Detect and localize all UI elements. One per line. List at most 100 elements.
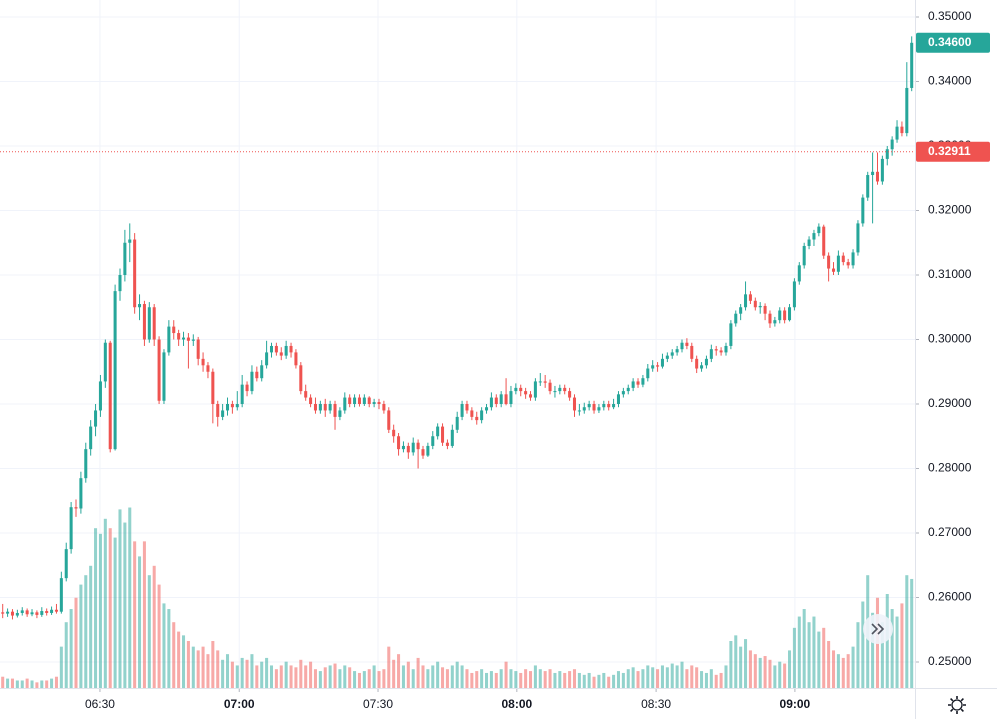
- candle-body: [680, 342, 684, 350]
- candle-body: [538, 381, 542, 383]
- candle-body: [489, 397, 493, 408]
- volume-bar: [480, 669, 484, 688]
- volume-bar: [445, 669, 449, 688]
- volume-bar: [553, 672, 557, 688]
- volume-bar: [822, 627, 826, 688]
- last-price-label: 0.34600: [928, 35, 972, 49]
- candle-body: [641, 378, 645, 385]
- candle-body: [294, 352, 298, 366]
- candle-body: [328, 404, 332, 411]
- candle-body: [40, 611, 44, 615]
- candle-body: [133, 239, 137, 308]
- candle-body: [729, 323, 733, 346]
- x-tick-label: 08:00: [501, 697, 532, 711]
- scroll-button[interactable]: [863, 614, 893, 644]
- candle-body: [318, 404, 322, 411]
- volume-bar: [343, 665, 347, 688]
- candle-body: [128, 239, 132, 243]
- volume-bar: [196, 650, 200, 688]
- settings-button[interactable]: [948, 696, 966, 714]
- candle-body: [426, 445, 430, 456]
- candle-body: [230, 404, 234, 408]
- candle-body: [719, 350, 723, 353]
- price-pane: [0, 36, 915, 620]
- volume-bar: [543, 671, 547, 688]
- volume-bar: [895, 616, 899, 688]
- candle-body: [279, 352, 283, 356]
- candle-body: [98, 381, 102, 411]
- candle-body: [79, 478, 83, 509]
- candle-body: [846, 262, 850, 266]
- volume-bar: [113, 537, 117, 688]
- scroll-icon[interactable]: [871, 623, 885, 635]
- candle-body: [533, 381, 537, 398]
- candle-body: [177, 333, 181, 340]
- volume-bar: [861, 601, 865, 688]
- volume-bar: [499, 669, 503, 688]
- candle-body: [788, 307, 792, 321]
- volume-bar: [773, 665, 777, 688]
- volume-bar: [84, 575, 88, 688]
- volume-bar: [64, 622, 68, 688]
- y-tick-label: 0.25000: [928, 654, 972, 668]
- volume-bar: [797, 616, 801, 688]
- volume-bar: [670, 663, 674, 688]
- volume-bar: [724, 665, 728, 688]
- candle-body: [357, 397, 361, 404]
- volume-bar: [612, 674, 616, 688]
- candle-body: [704, 358, 708, 366]
- volume-bar: [216, 650, 220, 688]
- candle-body: [225, 404, 230, 411]
- volume-bar: [714, 674, 718, 688]
- candle-body: [656, 365, 660, 367]
- candle-body: [905, 87, 909, 134]
- candle-body: [431, 436, 435, 446]
- volume-bar: [768, 659, 772, 688]
- volume-bar: [748, 650, 752, 688]
- candle-body: [758, 305, 762, 308]
- candle-body: [152, 307, 156, 340]
- candle-body: [660, 358, 664, 367]
- volume-bar: [597, 674, 601, 688]
- volume-bar: [636, 671, 640, 688]
- candle-body: [172, 326, 176, 334]
- candle-body: [768, 313, 772, 324]
- candle-body: [631, 381, 635, 388]
- volume-bar: [509, 669, 513, 688]
- candle-body: [30, 612, 34, 615]
- gear-teeth[interactable]: [948, 696, 966, 714]
- candle-body: [436, 426, 440, 437]
- candle-body: [274, 345, 278, 353]
- volume-pane: [1, 507, 914, 688]
- volume-bar: [817, 631, 821, 688]
- candle-body: [480, 410, 484, 421]
- volume-bar: [269, 665, 274, 688]
- volume-bar: [177, 631, 181, 688]
- candle-body: [59, 578, 63, 612]
- candle-body: [367, 397, 371, 404]
- volume-bar: [147, 575, 151, 688]
- volume-bar: [851, 646, 855, 688]
- volume-bar: [621, 672, 625, 688]
- volume-bar: [846, 654, 850, 688]
- candle-body: [25, 610, 29, 615]
- volume-bar: [812, 616, 816, 688]
- volume-bar: [59, 646, 63, 688]
- volume-bar: [201, 646, 205, 688]
- volume-bar: [108, 528, 112, 688]
- candle-body: [64, 549, 68, 579]
- volume-bar: [15, 680, 19, 688]
- volume-bar: [279, 665, 283, 688]
- candle-body: [196, 339, 200, 359]
- gear-ring[interactable]: [951, 699, 963, 711]
- candle-body: [528, 394, 533, 398]
- candle-body: [621, 391, 625, 395]
- candle-body: [309, 397, 313, 404]
- x-tick-label: 06:30: [85, 697, 115, 711]
- candle-body: [778, 310, 782, 321]
- volume-bar: [558, 671, 562, 688]
- candle-body: [875, 171, 880, 182]
- candle-body: [514, 387, 518, 392]
- volume-bar: [656, 669, 660, 688]
